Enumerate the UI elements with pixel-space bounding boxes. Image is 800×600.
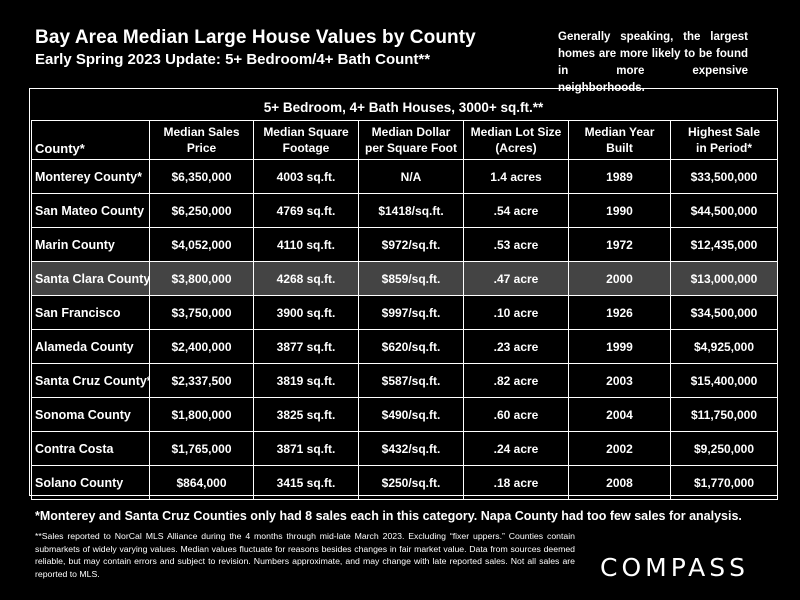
cell-county: Monterey County* [31,159,150,194]
cell-county: Alameda County [31,329,150,364]
cell-lot-size: 1.4 acres [463,159,569,194]
cell-highest-sale: $34,500,000 [670,295,778,330]
cell-year-built: 1972 [568,227,671,262]
table-row: San Mateo County $6,250,000 4769 sq.ft. $14… [31,193,778,228]
cell-price-per-sqft: $250/sq.ft. [358,465,464,500]
column-header-median-footage: Median Square Footage [253,120,359,160]
cell-price-per-sqft: $859/sq.ft. [358,261,464,296]
cell-price-per-sqft: N/A [358,159,464,194]
column-header-highest-sale: Highest Sale in Period* [670,120,778,160]
cell-median-price: $1,765,000 [149,431,254,466]
table-row: Santa Cruz County* $2,337,500 3819 sq.ft. $… [31,363,778,398]
cell-median-footage: 3900 sq.ft. [253,295,359,330]
cell-price-per-sqft: $587/sq.ft. [358,363,464,398]
cell-county: Solano County [31,465,150,500]
cell-price-per-sqft: $432/sq.ft. [358,431,464,466]
cell-median-footage: 3825 sq.ft. [253,397,359,432]
cell-highest-sale: $1,770,000 [670,465,778,500]
cell-price-per-sqft: $620/sq.ft. [358,329,464,364]
cell-median-footage: 3819 sq.ft. [253,363,359,398]
cell-county: Marin County [31,227,150,262]
cell-median-price: $6,350,000 [149,159,254,194]
column-header-median-price: Median Sales Price [149,120,254,160]
cell-highest-sale: $15,400,000 [670,363,778,398]
cell-median-price: $1,800,000 [149,397,254,432]
table-row: San Francisco $3,750,000 3900 sq.ft. $997/s… [31,295,778,330]
table-row: Alameda County $2,400,000 3877 sq.ft. $620/… [31,329,778,364]
cell-median-footage: 4110 sq.ft. [253,227,359,262]
cell-county: Santa Cruz County* [31,363,150,398]
cell-year-built: 2000 [568,261,671,296]
page-title: Bay Area Median Large House Values by Co… [35,27,476,48]
table-row: Santa Clara County $3,800,000 4268 sq.ft. $… [31,261,778,296]
cell-highest-sale: $11,750,000 [670,397,778,432]
cell-highest-sale: $4,925,000 [670,329,778,364]
cell-median-footage: 4769 sq.ft. [253,193,359,228]
cell-median-price: $3,750,000 [149,295,254,330]
cell-median-footage: 3871 sq.ft. [253,431,359,466]
cell-median-price: $3,800,000 [149,261,254,296]
cell-lot-size: .53 acre [463,227,569,262]
column-header-county: County* [31,120,150,160]
table-header-row: County* Median Sales Price Median Square F… [31,120,778,160]
cell-lot-size: .54 acre [463,193,569,228]
cell-median-footage: 3415 sq.ft. [253,465,359,500]
cell-price-per-sqft: $1418/sq.ft. [358,193,464,228]
cell-lot-size: .60 acre [463,397,569,432]
cell-price-per-sqft: $490/sq.ft. [358,397,464,432]
cell-lot-size: .23 acre [463,329,569,364]
footnote-small: **Sales reported to NorCal MLS Alliance … [35,531,575,579]
table-row: Monterey County* $6,350,000 4003 sq.ft. N/A… [31,159,778,194]
cell-county: Sonoma County [31,397,150,432]
cell-median-footage: 4003 sq.ft. [253,159,359,194]
column-header-price-per-sqft: Median Dollar per Square Foot [358,120,464,160]
cell-year-built: 1999 [568,329,671,364]
table-body: Monterey County* $6,350,000 4003 sq.ft. N/A… [31,159,778,500]
data-table-container: 5+ Bedroom, 4+ Bath Houses, 3000+ sq.ft.… [29,88,778,500]
cell-year-built: 1926 [568,295,671,330]
page-subtitle: Early Spring 2023 Update: 5+ Bedroom/4+ … [35,51,431,68]
cell-year-built: 2008 [568,465,671,500]
cell-median-price: $2,400,000 [149,329,254,364]
cell-price-per-sqft: $997/sq.ft. [358,295,464,330]
cell-highest-sale: $13,000,000 [670,261,778,296]
table-row: Solano County $864,000 3415 sq.ft. $250/sq.… [31,465,778,500]
cell-highest-sale: $9,250,000 [670,431,778,466]
table-row: Contra Costa $1,765,000 3871 sq.ft. $432/sq… [31,431,778,466]
cell-highest-sale: $33,500,000 [670,159,778,194]
cell-median-price: $2,337,500 [149,363,254,398]
cell-lot-size: .47 acre [463,261,569,296]
column-header-lot-size: Median Lot Size (Acres) [463,120,569,160]
cell-county: San Mateo County [31,193,150,228]
cell-county: Contra Costa [31,431,150,466]
column-header-year-built: Median Year Built [568,120,671,160]
cell-price-per-sqft: $972/sq.ft. [358,227,464,262]
county-values-table: County* Median Sales Price Median Square F… [31,120,778,500]
footnote-main: *Monterey and Santa Cruz Counties only h… [35,509,742,523]
cell-median-footage: 3877 sq.ft. [253,329,359,364]
cell-year-built: 1989 [568,159,671,194]
cell-year-built: 2004 [568,397,671,432]
cell-county: Santa Clara County [31,261,150,296]
table-title: 5+ Bedroom, 4+ Bath Houses, 3000+ sq.ft.… [263,100,544,115]
cell-median-price: $4,052,000 [149,227,254,262]
cell-year-built: 1990 [568,193,671,228]
cell-median-footage: 4268 sq.ft. [253,261,359,296]
cell-lot-size: .10 acre [463,295,569,330]
cell-median-price: $864,000 [149,465,254,500]
side-note: Generally speaking, the largest homes ar… [558,31,748,94]
cell-year-built: 2002 [568,431,671,466]
cell-highest-sale: $44,500,000 [670,193,778,228]
cell-highest-sale: $12,435,000 [670,227,778,262]
cell-year-built: 2003 [568,363,671,398]
cell-median-price: $6,250,000 [149,193,254,228]
cell-lot-size: .24 acre [463,431,569,466]
cell-county: San Francisco [31,295,150,330]
compass-logo: COMPASS [600,553,750,582]
table-row: Marin County $4,052,000 4110 sq.ft. $972/sq… [31,227,778,262]
cell-lot-size: .82 acre [463,363,569,398]
table-row: Sonoma County $1,800,000 3825 sq.ft. $490/s… [31,397,778,432]
cell-lot-size: .18 acre [463,465,569,500]
